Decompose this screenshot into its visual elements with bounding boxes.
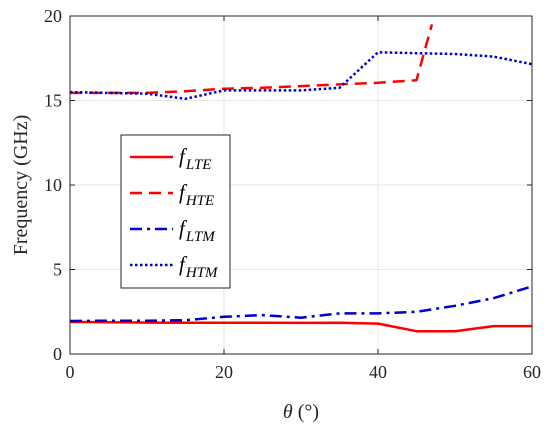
y-tick-label: 15 [44,91,62,111]
y-tick-label: 20 [44,6,62,26]
y-tick-label: 10 [44,175,62,195]
x-tick-label: 40 [369,362,387,382]
series-line-ltm [70,285,532,323]
y-axis-title: Frequency (GHz) [10,115,32,256]
y-tick-label: 0 [53,344,62,364]
legend-label-main: f [179,216,188,240]
x-axis-unit: (°) [298,401,319,423]
x-axis-symbol: θ [283,401,293,423]
legend-label-subscript: LTE [185,157,212,173]
legend-label-hte: fHTE [179,180,214,209]
x-tick-label: 60 [523,362,541,382]
legend-label-main: f [179,252,188,276]
legend-label-subscript: HTE [185,193,214,209]
legend-label-subscript: LTM [185,229,216,245]
x-axis-title: θ (°) [283,401,319,423]
series-line-hte [70,24,434,95]
legend-box [120,134,231,289]
legend-label-main: f [179,144,188,168]
series-line-lte [70,320,532,333]
legend-label-lte: fLTE [179,144,211,173]
legend-label-main: f [179,180,188,204]
series-line-htm [70,51,532,101]
x-tick-label: 20 [215,362,233,382]
x-tick-label: 0 [66,362,75,382]
y-tick-label: 5 [53,260,62,280]
axis-ticks [69,15,533,355]
plot-area [70,24,532,333]
legend-label-ltm: fLTM [179,216,216,245]
tick-labels: 0 20 40 60 0 5 10 15 20 [44,6,541,382]
legend-label-htm: fHTM [179,252,219,281]
legend-label-subscript: HTM [185,265,219,281]
